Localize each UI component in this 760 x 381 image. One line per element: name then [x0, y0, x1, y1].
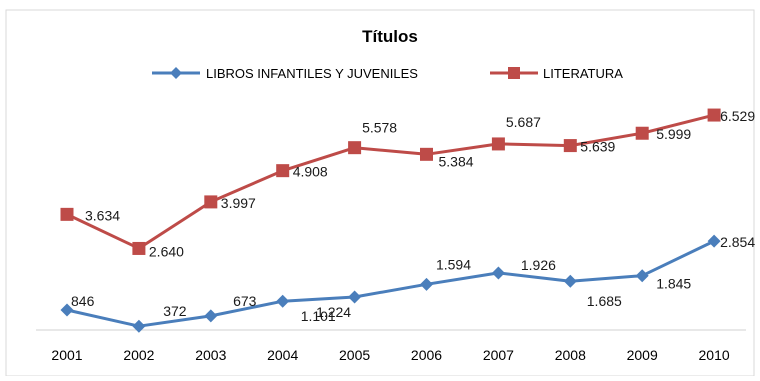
series-2-point: [60, 207, 74, 221]
data-label: 1.594: [436, 256, 471, 272]
chart-border: [5, 9, 755, 377]
data-label: 2.854: [720, 234, 755, 250]
data-label: 5.578: [362, 120, 397, 136]
data-label: 1.926: [521, 257, 556, 273]
series-2-point: [707, 108, 721, 122]
series-2-point: [563, 139, 577, 153]
plot-area: 2001 2002 2003 2004 2005 2006 2007 2008 2009 2010…: [51, 108, 755, 363]
legend-marker-series-2: [508, 67, 520, 79]
data-label: 673: [233, 293, 257, 309]
data-label: 2.640: [149, 243, 184, 259]
series-1-point: [491, 266, 505, 280]
data-label: 5.687: [506, 114, 541, 130]
series-2-point: [420, 147, 433, 161]
series-1-point: [563, 274, 577, 288]
series-1-point: [348, 290, 362, 304]
x-tick-label: 2010: [699, 347, 730, 363]
series-1-point: [60, 303, 74, 317]
data-label: 6.529: [720, 108, 755, 124]
data-label: 4.908: [293, 164, 328, 180]
data-label: 3.634: [85, 207, 120, 223]
series-2-point: [635, 126, 649, 140]
x-tick-label: 2005: [339, 347, 370, 363]
series-2-point: [491, 137, 505, 151]
series-1-point: [132, 319, 146, 333]
series-2-line: [66, 113, 715, 250]
data-label: 5.999: [656, 126, 691, 142]
legend-label-series-1: LIBROS INFANTILES Y JUVENILES: [206, 66, 418, 81]
x-tick-label: 2001: [51, 347, 82, 363]
series-1-point: [635, 269, 649, 283]
series-1-point: [276, 294, 290, 308]
series-2-point: [348, 141, 362, 155]
series-2-point: [204, 195, 218, 209]
data-label: 1.224: [316, 304, 351, 320]
chart-title: Títulos: [362, 27, 418, 46]
series-1-point: [204, 309, 218, 323]
x-tick-label: 2004: [267, 347, 298, 363]
data-label: 1.685: [587, 293, 622, 309]
x-tick-label: 2008: [555, 347, 586, 363]
data-label: 1.101: [301, 308, 336, 324]
legend-marker-series-1: [170, 67, 182, 79]
x-tick-label: 2003: [195, 347, 226, 363]
data-label: 5.639: [580, 139, 615, 155]
x-tick-label: 2006: [411, 347, 442, 363]
series-2-point: [132, 241, 146, 255]
series-1-point: [707, 234, 721, 248]
legend-label-series-2: LITERATURA: [543, 66, 623, 81]
x-tick-label: 2002: [123, 347, 154, 363]
series-1-line: [66, 239, 715, 328]
legend: LIBROS INFANTILES Y JUVENILES LITERATURA: [152, 66, 623, 81]
data-label: 1.845: [656, 276, 691, 292]
series-1-point: [420, 277, 433, 291]
data-label: 3.997: [221, 195, 256, 211]
series-2-point: [276, 164, 290, 178]
data-label: 372: [163, 303, 187, 319]
data-label: 846: [71, 293, 95, 309]
x-tick-label: 2009: [627, 347, 658, 363]
data-label: 5.384: [439, 153, 474, 169]
x-tick-label: 2007: [483, 347, 514, 363]
